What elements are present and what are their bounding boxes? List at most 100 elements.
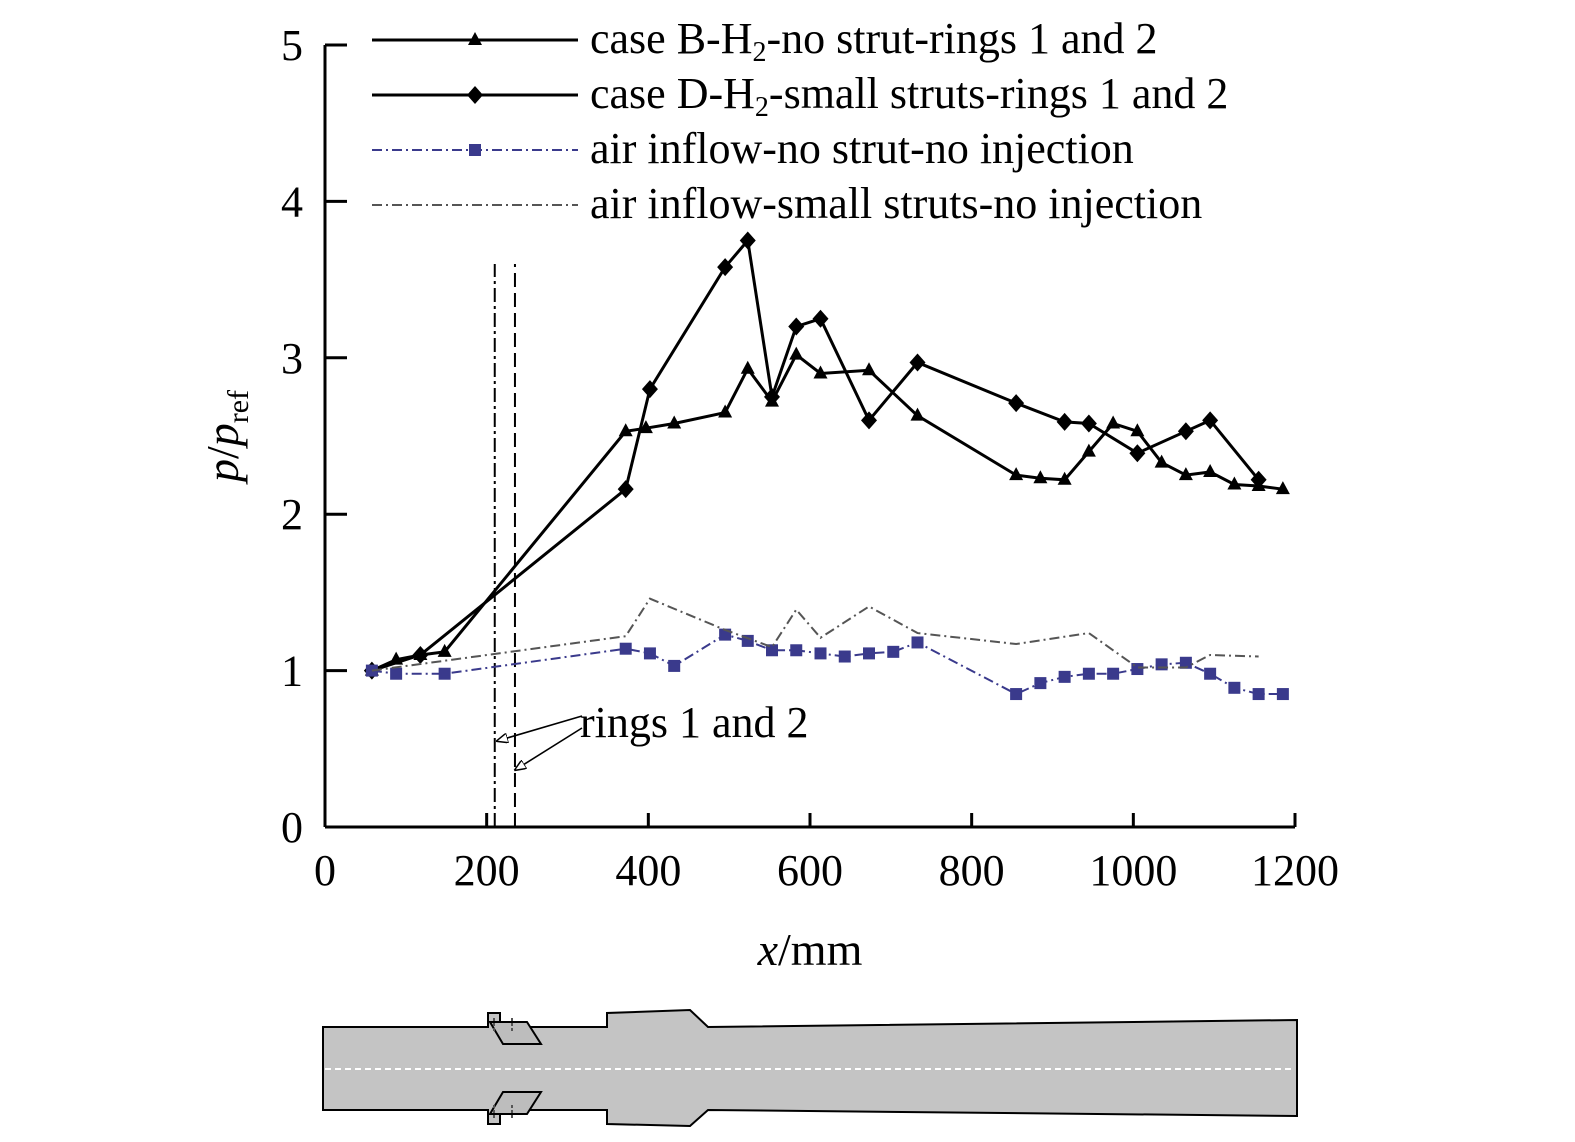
series-1-point [1081,443,1096,457]
series-3-point [1179,656,1192,669]
legend-label-2: case D-H2-small struts-rings 1 and 2 [590,69,1228,123]
series-3-point [390,667,403,680]
series-2-point [1250,470,1267,489]
series-2-point [1080,414,1097,433]
y-tick-label: 4 [281,177,303,226]
series-2-point [641,380,658,399]
series-3-point [1252,688,1265,701]
series-2-point [1129,444,1146,463]
series-1-line [371,352,1284,672]
series-3-point [1131,663,1144,676]
series-3-point [1228,681,1241,694]
series-2-line [371,237,1260,673]
series-3-point [766,644,779,657]
legend-label-1: case B-H2-no strut-rings 1 and 2 [590,14,1158,68]
y-tick-label: 5 [281,21,303,70]
series-2 [363,231,1267,680]
series-3 [365,628,1289,701]
series-1-point [718,404,733,418]
series-3-point [911,636,924,649]
series-2-point [909,353,926,372]
series-1-point [618,423,633,437]
x-tick-label: 1000 [1089,846,1177,895]
x-tick-label: 600 [777,846,843,895]
series-1-point [1154,454,1169,468]
legend-label-4: air inflow-small struts-no injection [590,179,1202,228]
series-1-point [740,360,755,374]
series-1-point [667,415,682,429]
legend-label-part: air inflow-no strut-no injection [590,124,1134,173]
series-3-point [1107,667,1120,680]
series-1-point [1178,467,1193,481]
series-3-point [1034,677,1047,690]
series-1-point [638,420,653,434]
series-2-point [861,411,878,430]
y-tick-label: 2 [281,490,303,539]
series-2-point [1008,394,1025,413]
series-2-point [739,231,756,250]
series-3-point [790,644,803,657]
x-axis-label: x/mm [757,924,863,975]
series-3-point [887,645,900,658]
x-tick-label: 800 [939,846,1005,895]
series-1-point [862,362,877,376]
series-3-point [619,642,632,655]
series-1-point [1203,463,1218,477]
ring-1-arrow [497,715,583,741]
series-2-point [1177,422,1194,441]
series-1-point [1009,467,1024,481]
series-1-point [813,365,828,379]
upper-strut [488,1021,543,1045]
x-tick-label: 0 [314,846,336,895]
series-3-point [838,650,851,663]
ring-markers [493,263,516,827]
series-1-point [1106,415,1121,429]
series-3-point [1155,658,1168,671]
series-2-point [617,480,634,499]
legend-label-part: 2 [753,37,767,68]
series-1-point [1227,476,1242,490]
series-3-point [1204,667,1217,680]
legend-marker-3 [469,144,481,156]
x-tick-label: 1200 [1251,846,1339,895]
ring-2-arrow [515,727,583,770]
series-2-point [1202,411,1219,430]
legend-label-part: -small struts-rings 1 and 2 [769,69,1229,118]
series-3-point [863,647,876,660]
series-2-point [1056,412,1073,431]
legend-label-3: air inflow-no strut-no injection [590,124,1134,173]
legend-marker-2 [467,86,483,104]
series-2-point [412,645,429,664]
x-tick-label: 200 [454,846,520,895]
legend-label-part: 2 [755,92,769,123]
combustor-schematic [322,1008,1298,1128]
series-1-point [1275,481,1290,495]
series-1-point [1057,471,1072,485]
series-1-point [910,407,925,421]
y-axis-label: p/pref [197,390,255,485]
legend-label-part: case B-H [590,14,753,63]
series-3-point [1058,670,1071,683]
series-3-point [1082,667,1095,680]
legend-label-part: air inflow-small struts-no injection [590,179,1202,228]
y-tick-label: 3 [281,334,303,383]
x-tick-label: 400 [615,846,681,895]
series-1-point [789,346,804,360]
series-3-point [668,659,681,672]
legend-label-part: case D-H [590,69,755,118]
legend-label-part: -no strut-rings 1 and 2 [767,14,1158,63]
series-3-point [1010,688,1023,701]
series-1-point [1033,470,1048,484]
series-2-point [717,258,734,277]
y-tick-label: 1 [281,647,303,696]
series-3-point [643,647,656,660]
series-2-point [764,387,781,406]
series-3-point [814,647,827,660]
series-2-point [788,317,805,336]
y-tick-label: 0 [281,803,303,852]
series-3-point [438,667,451,680]
series-3-line [371,633,1283,696]
axis-ticks: 0 200 400 600 800 1000 1200 0 1 2 3 4 5 [281,21,1339,895]
